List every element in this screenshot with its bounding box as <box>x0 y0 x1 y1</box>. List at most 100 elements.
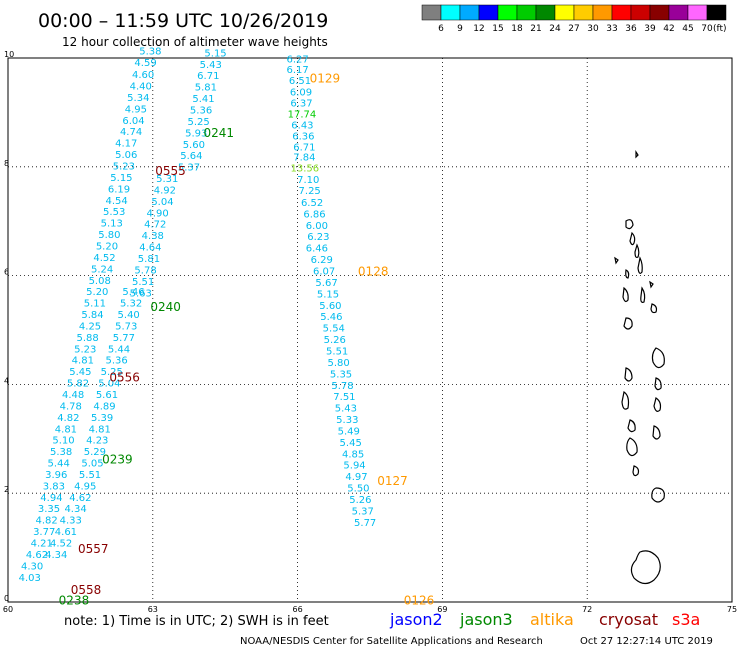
swh-value: 5.25 <box>188 117 210 128</box>
legend-swatch <box>421 4 442 21</box>
pass-time-label: 0129 <box>310 71 341 85</box>
island-outline <box>634 243 640 259</box>
pass-time-label: 0238 <box>59 594 90 608</box>
legend-swatch <box>687 4 708 21</box>
swh-value: 4.95 <box>74 481 96 492</box>
footer-credit: NOAA/NESDIS Center for Satellite Applica… <box>240 636 543 647</box>
island-outline <box>652 425 661 440</box>
island-outlines <box>614 150 665 585</box>
lat-tick-label: 6 <box>4 268 9 277</box>
lat-tick-label: 10 <box>4 50 14 59</box>
swh-value: 5.80 <box>98 230 120 241</box>
legend-label: 9 <box>457 24 463 34</box>
legend-swatch <box>592 4 613 21</box>
swh-value: 5.53 <box>103 207 125 218</box>
island-outline <box>622 286 629 303</box>
island-outline <box>623 317 633 330</box>
island-outline <box>650 303 658 314</box>
swh-value: 5.11 <box>84 299 106 310</box>
legend-label: 27 <box>568 24 579 34</box>
swh-value: 5.15 <box>317 289 339 300</box>
swh-value: 5.35 <box>330 369 352 380</box>
island-outline <box>614 256 619 265</box>
legend-label: 70 <box>701 24 713 34</box>
map-subtitle: 12 hour collection of altimeter wave hei… <box>62 35 328 49</box>
swh-value: 4.03 <box>19 573 41 584</box>
swh-value: 5.51 <box>132 277 154 288</box>
island-outline <box>625 219 634 230</box>
swh-value: 6.29 <box>311 255 333 266</box>
pass-time-label: 0128 <box>358 265 389 279</box>
swh-value: 4.48 <box>62 390 84 401</box>
pass-time-label: 0556 <box>109 371 140 385</box>
swh-value: 5.44 <box>48 459 70 470</box>
lat-tick-label: 4 <box>4 376 9 385</box>
swh-value: 5.81 <box>195 83 217 94</box>
swh-value: 5.82 <box>67 379 89 390</box>
swh-value: 5.51 <box>79 470 101 481</box>
swh-value: 4.72 <box>144 220 166 231</box>
swh-value: 4.92 <box>154 185 176 196</box>
mission-jason3: jason3 <box>459 610 513 629</box>
legend-unit: (ft) <box>713 24 727 34</box>
swh-value: 5.61 <box>96 390 118 401</box>
legend-label: 30 <box>587 24 599 34</box>
swh-value: 4.78 <box>60 401 82 412</box>
swh-value: 5.43 <box>200 60 222 71</box>
swh-value: 3.35 <box>38 504 60 515</box>
swh-value: 5.94 <box>343 461 365 472</box>
wave-height-color-legend: 6 9 12 15 18 21 24 27 30 33 36 39 42 45 70 <box>421 4 727 34</box>
mission-altika: altika <box>530 610 574 629</box>
swh-value: 3.83 <box>43 481 65 492</box>
swh-value: 13.56 <box>291 164 320 175</box>
swh-value: 5.67 <box>315 278 337 289</box>
swh-value: 6.86 <box>303 209 325 220</box>
swh-value: 5.33 <box>336 415 358 426</box>
swh-value: 7.51 <box>333 392 355 403</box>
swh-value: 5.06 <box>115 150 137 161</box>
island-outline <box>653 397 662 412</box>
swh-value: 5.23 <box>113 162 135 173</box>
lon-tick-label: 66 <box>293 605 303 614</box>
swh-value: 5.39 <box>91 413 113 424</box>
swh-value: 7.25 <box>299 186 321 197</box>
swh-value: 7.10 <box>297 175 319 186</box>
island-outline <box>649 280 654 289</box>
swh-value: 5.40 <box>118 310 140 321</box>
swh-value: 3.77 <box>33 527 55 538</box>
legend-swatch <box>497 4 518 21</box>
swh-value: 5.05 <box>81 459 103 470</box>
swh-value: 4.82 <box>35 516 57 527</box>
swh-value: 3.96 <box>45 470 67 481</box>
swh-value: 5.54 <box>323 324 345 335</box>
swh-value: 4.81 <box>72 356 94 367</box>
swh-value: 5.88 <box>77 333 99 344</box>
swh-value: 4.61 <box>55 527 77 538</box>
swh-value: 5.15 <box>110 173 132 184</box>
island-outline <box>654 377 662 391</box>
legend-swatch <box>440 4 461 21</box>
swh-value: 5.13 <box>101 219 123 230</box>
swh-value: 4.82 <box>57 413 79 424</box>
swh-value: 5.49 <box>338 426 360 437</box>
swh-value: 5.37 <box>178 163 200 174</box>
swh-value: 4.89 <box>93 401 115 412</box>
swh-value: 4.59 <box>134 58 156 69</box>
mission-s3a: s3a <box>672 610 700 629</box>
satellite-track: 5.384.594.604.405.344.956.044.744.175.06… <box>19 47 162 584</box>
swh-value: 5.46 <box>320 312 342 323</box>
swh-value: 5.25 <box>101 367 123 378</box>
swh-value: 5.24 <box>91 264 113 275</box>
island-outline <box>626 437 638 457</box>
swh-value: 5.45 <box>69 367 91 378</box>
swh-value: 6.17 <box>286 65 308 76</box>
swh-value: 6.36 <box>292 132 314 143</box>
swh-value: 4.94 <box>40 493 62 504</box>
swh-value: 5.44 <box>108 344 130 355</box>
pass-time-label: 0240 <box>150 300 181 314</box>
swh-value: 5.31 <box>156 174 178 185</box>
swh-value: 4.90 <box>146 208 168 219</box>
swh-value: 4.25 <box>79 321 101 332</box>
swh-value: 5.77 <box>113 333 135 344</box>
